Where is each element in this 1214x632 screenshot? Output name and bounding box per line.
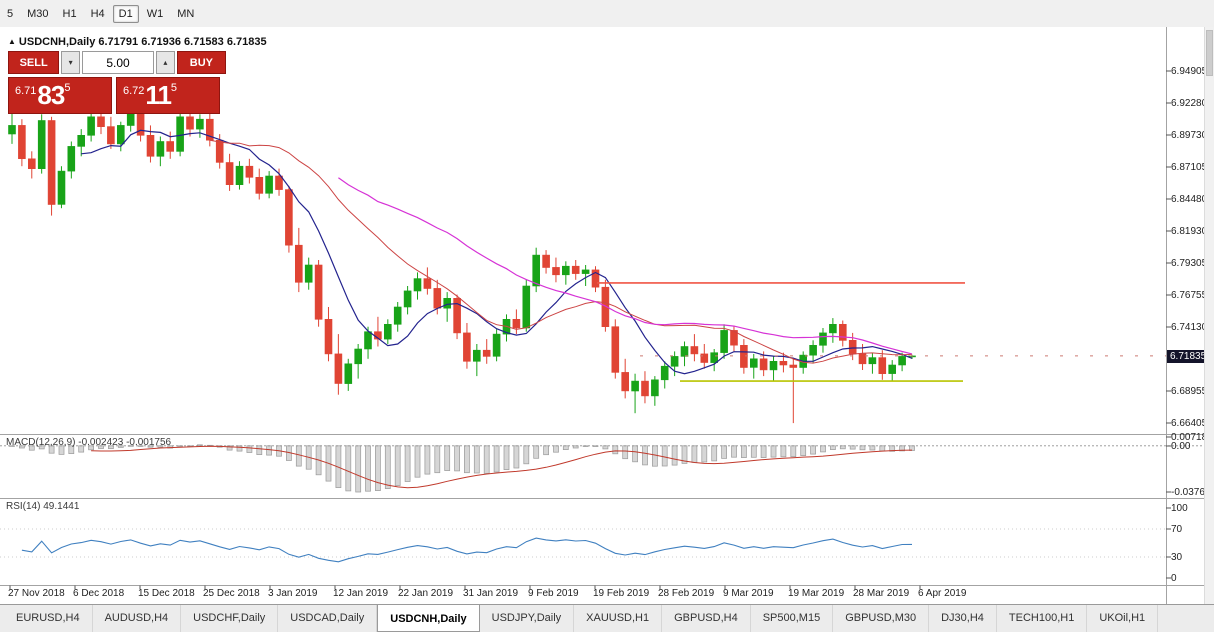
- price-axis-label: 6.92280: [1171, 98, 1208, 109]
- price-axis-label: 6.76755: [1171, 290, 1208, 301]
- trade-prices-row: 6.71 83 5 6.72 11 5: [8, 77, 226, 114]
- buy-price-box[interactable]: 6.72 11 5: [116, 77, 220, 114]
- buy-button[interactable]: BUY: [176, 51, 227, 74]
- trade-controls-row: SELL ▾ ▴ BUY: [8, 51, 227, 74]
- timeframe-button-h4[interactable]: H4: [90, 7, 105, 20]
- chart-tab-tech100-h1[interactable]: TECH100,H1: [997, 605, 1088, 632]
- chart-tab-gbpusd-h4[interactable]: GBPUSD,H4: [662, 605, 751, 632]
- date-axis-label: 19 Mar 2019: [788, 588, 845, 599]
- timeframe-button-m30[interactable]: M30: [27, 7, 49, 20]
- date-axis-label: 28 Feb 2019: [658, 588, 715, 599]
- chart-tab-dj30-h4[interactable]: DJ30,H4: [929, 605, 997, 632]
- volume-input[interactable]: [82, 51, 154, 74]
- price-axis-label: 6.68955: [1171, 386, 1208, 397]
- macd-axis-label: -0.037688: [1171, 487, 1214, 498]
- timeframe-button-5[interactable]: 5: [7, 7, 14, 20]
- chart-tab-sp500-m15[interactable]: SP500,M15: [751, 605, 834, 632]
- chart-tab-usdcad-daily[interactable]: USDCAD,Daily: [278, 605, 378, 632]
- macd-axis-label: 0.00: [1171, 441, 1191, 452]
- price-axis-label: 6.87105: [1171, 162, 1208, 173]
- date-axis-label: 19 Feb 2019: [593, 588, 650, 599]
- collapse-trade-panel-icon[interactable]: ▲: [8, 37, 16, 46]
- rsi-indicator-label: RSI(14) 49.1441: [6, 501, 80, 512]
- sell-price-big: 83: [37, 80, 65, 110]
- timeframe-button-d1[interactable]: D1: [112, 4, 139, 23]
- price-axis-label: 6.84480: [1171, 194, 1208, 205]
- chart-tab-eurusd-h4[interactable]: EURUSD,H4: [4, 605, 93, 632]
- date-axis-label: 31 Jan 2019: [463, 588, 519, 599]
- buy-price-base: 6.72: [123, 85, 145, 97]
- date-axis-label: 15 Dec 2018: [138, 588, 195, 599]
- sell-price-sup: 5: [64, 82, 71, 94]
- date-axis-label: 25 Dec 2018: [203, 588, 260, 599]
- volume-decrease-button[interactable]: ▾: [61, 51, 80, 74]
- date-axis-label: 9 Mar 2019: [723, 588, 774, 599]
- chart-tab-xauusd-h1[interactable]: XAUUSD,H1: [574, 605, 663, 632]
- price-axis-label: 6.74130: [1171, 322, 1208, 333]
- timeframe-toolbar: 5 M30 H1 H4 D1 W1 MN: [0, 0, 1214, 28]
- sell-price-base: 6.71: [15, 85, 37, 97]
- date-axis-label: 9 Feb 2019: [528, 588, 579, 599]
- price-axis-label: 6.89730: [1171, 130, 1208, 141]
- rsi-axis-label: 70: [1171, 524, 1183, 535]
- timeframe-button-w1[interactable]: W1: [146, 7, 164, 20]
- price-axis-label: 6.94905: [1171, 66, 1208, 77]
- price-axis-label: 6.79305: [1171, 258, 1208, 269]
- date-axis-label: 3 Jan 2019: [268, 588, 318, 599]
- spinner-up-icon: ▴: [163, 58, 168, 67]
- chart-title: ▲ USDCNH,Daily 6.71791 6.71936 6.71583 6.…: [8, 36, 267, 48]
- current-price-badge: 6.71835: [1167, 350, 1214, 363]
- price-axis-label: 6.66405: [1171, 418, 1208, 429]
- chart-tab-usdjpy-daily[interactable]: USDJPY,Daily: [480, 605, 575, 632]
- sell-price-box[interactable]: 6.71 83 5: [8, 77, 112, 114]
- date-axis-label: 28 Mar 2019: [853, 588, 910, 599]
- chart-tab-usdcnh-daily[interactable]: USDCNH,Daily: [377, 605, 480, 632]
- date-axis-label: 6 Dec 2018: [73, 588, 125, 599]
- spinner-down-icon: ▾: [68, 58, 73, 67]
- macd-indicator-label: MACD(12,26,9) -0.002423 -0.001756: [6, 437, 172, 448]
- macd-axis-label: 0.007186: [1171, 432, 1213, 443]
- chart-tab-audusd-h4[interactable]: AUDUSD,H4: [93, 605, 182, 632]
- chart-tab-ukoil-h1[interactable]: UKOil,H1: [1087, 605, 1159, 632]
- sell-button[interactable]: SELL: [8, 51, 60, 74]
- vertical-scrollbar[interactable]: [1204, 27, 1214, 604]
- rsi-axis-label: 30: [1171, 552, 1183, 563]
- date-axis-label: 22 Jan 2019: [398, 588, 454, 599]
- date-axis-label: 12 Jan 2019: [333, 588, 389, 599]
- chart-title-text: USDCNH,Daily 6.71791 6.71936 6.71583 6.7…: [18, 36, 267, 48]
- rsi-axis-label: 0: [1171, 573, 1177, 584]
- date-axis-label: 27 Nov 2018: [8, 588, 65, 599]
- one-click-trading-widget: SELL ▾ ▴ BUY 6.71 83 5 6.72 11 5: [8, 51, 227, 114]
- timeframe-button-mn[interactable]: MN: [177, 7, 195, 20]
- buy-price-big: 11: [145, 80, 171, 110]
- rsi-axis-label: 100: [1171, 503, 1188, 514]
- chart-tab-gbpusd-m30[interactable]: GBPUSD,M30: [833, 605, 930, 632]
- chart-tab-bar: EURUSD,H4 AUDUSD,H4 USDCHF,Daily USDCAD,Dai…: [0, 604, 1214, 632]
- volume-increase-button[interactable]: ▴: [156, 51, 175, 74]
- date-axis-label: 6 Apr 2019: [918, 588, 967, 599]
- buy-price-sup: 5: [170, 82, 178, 94]
- chart-tab-usdchf-daily[interactable]: USDCHF,Daily: [181, 605, 279, 632]
- timeframe-button-h1[interactable]: H1: [62, 7, 77, 20]
- scrollbar-thumb[interactable]: [1206, 30, 1213, 76]
- price-axis-label: 6.81930: [1171, 226, 1208, 237]
- timeframe-button-group: 5 M30 H1 H4 D1 W1 MN: [0, 4, 201, 23]
